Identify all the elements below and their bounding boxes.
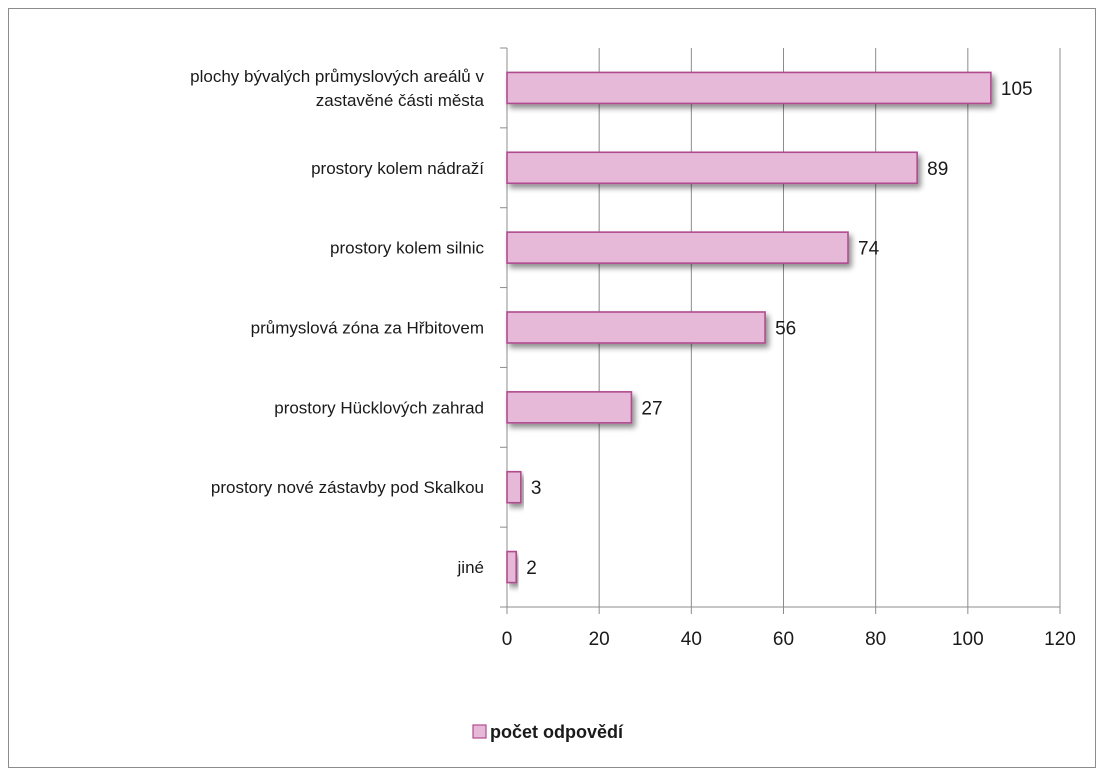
x-tick-label: 80 xyxy=(865,629,886,650)
data-label-1: 105 xyxy=(1001,79,1033,100)
category-label-line: prostory nové zástavby pod Skalkou xyxy=(211,478,484,497)
bar-6 xyxy=(506,470,522,504)
category-label-line: plochy bývalých průmyslových areálů v xyxy=(190,67,484,86)
category-label-1: plochy bývalých průmyslových areálů v zas… xyxy=(190,67,484,110)
data-label-2: 89 xyxy=(927,159,948,180)
category-label-line: prostory kolem nádraží xyxy=(311,159,484,178)
category-label-6: prostory nové zástavby pod Skalkou xyxy=(211,478,484,497)
bar-7 xyxy=(506,550,518,584)
legend-label: počet odpovědí xyxy=(490,722,624,742)
category-label-4: průmyslová zóna za Hřbitovem xyxy=(251,319,484,338)
data-label-3: 74 xyxy=(858,239,880,260)
category-label-line: jiné xyxy=(457,558,484,577)
x-tick-label: 40 xyxy=(681,629,702,650)
category-label-3: prostory kolem silnic xyxy=(330,239,484,258)
labels: 0 20 40 60 80 100 120 105 plochy bývalých průmys… xyxy=(190,67,1076,650)
bar-3 xyxy=(506,231,849,264)
x-tick-label: 100 xyxy=(952,629,984,650)
category-label-2: prostory kolem nádraží xyxy=(311,159,484,178)
legend: počet odpovědí xyxy=(472,722,624,742)
category-label-line: prostory kolem silnic xyxy=(330,239,484,258)
bar-4 xyxy=(506,311,766,344)
x-tick-label: 0 xyxy=(502,629,513,650)
category-label-line: prostory Hücklových zahrad xyxy=(274,398,484,417)
category-label-5: prostory Hücklových zahrad xyxy=(274,398,484,417)
bar-5 xyxy=(506,391,633,424)
data-label-7: 2 xyxy=(526,558,537,579)
gridlines xyxy=(598,48,1061,607)
x-tick-label: 20 xyxy=(589,629,610,650)
legend-swatch xyxy=(472,724,487,739)
chart-frame xyxy=(8,8,1096,768)
data-label-6: 3 xyxy=(531,478,542,499)
category-label-7: jiné xyxy=(457,558,484,577)
bar-2 xyxy=(506,151,918,185)
data-label-4: 56 xyxy=(775,319,796,340)
x-tick-label: 60 xyxy=(773,629,794,650)
bar-1 xyxy=(506,71,992,105)
data-label-5: 27 xyxy=(641,398,662,419)
category-label-line: průmyslová zóna za Hřbitovem xyxy=(251,319,484,338)
x-tick-label: 120 xyxy=(1044,629,1076,650)
bars xyxy=(506,71,992,584)
category-label-line: zastavěné části města xyxy=(316,91,485,110)
